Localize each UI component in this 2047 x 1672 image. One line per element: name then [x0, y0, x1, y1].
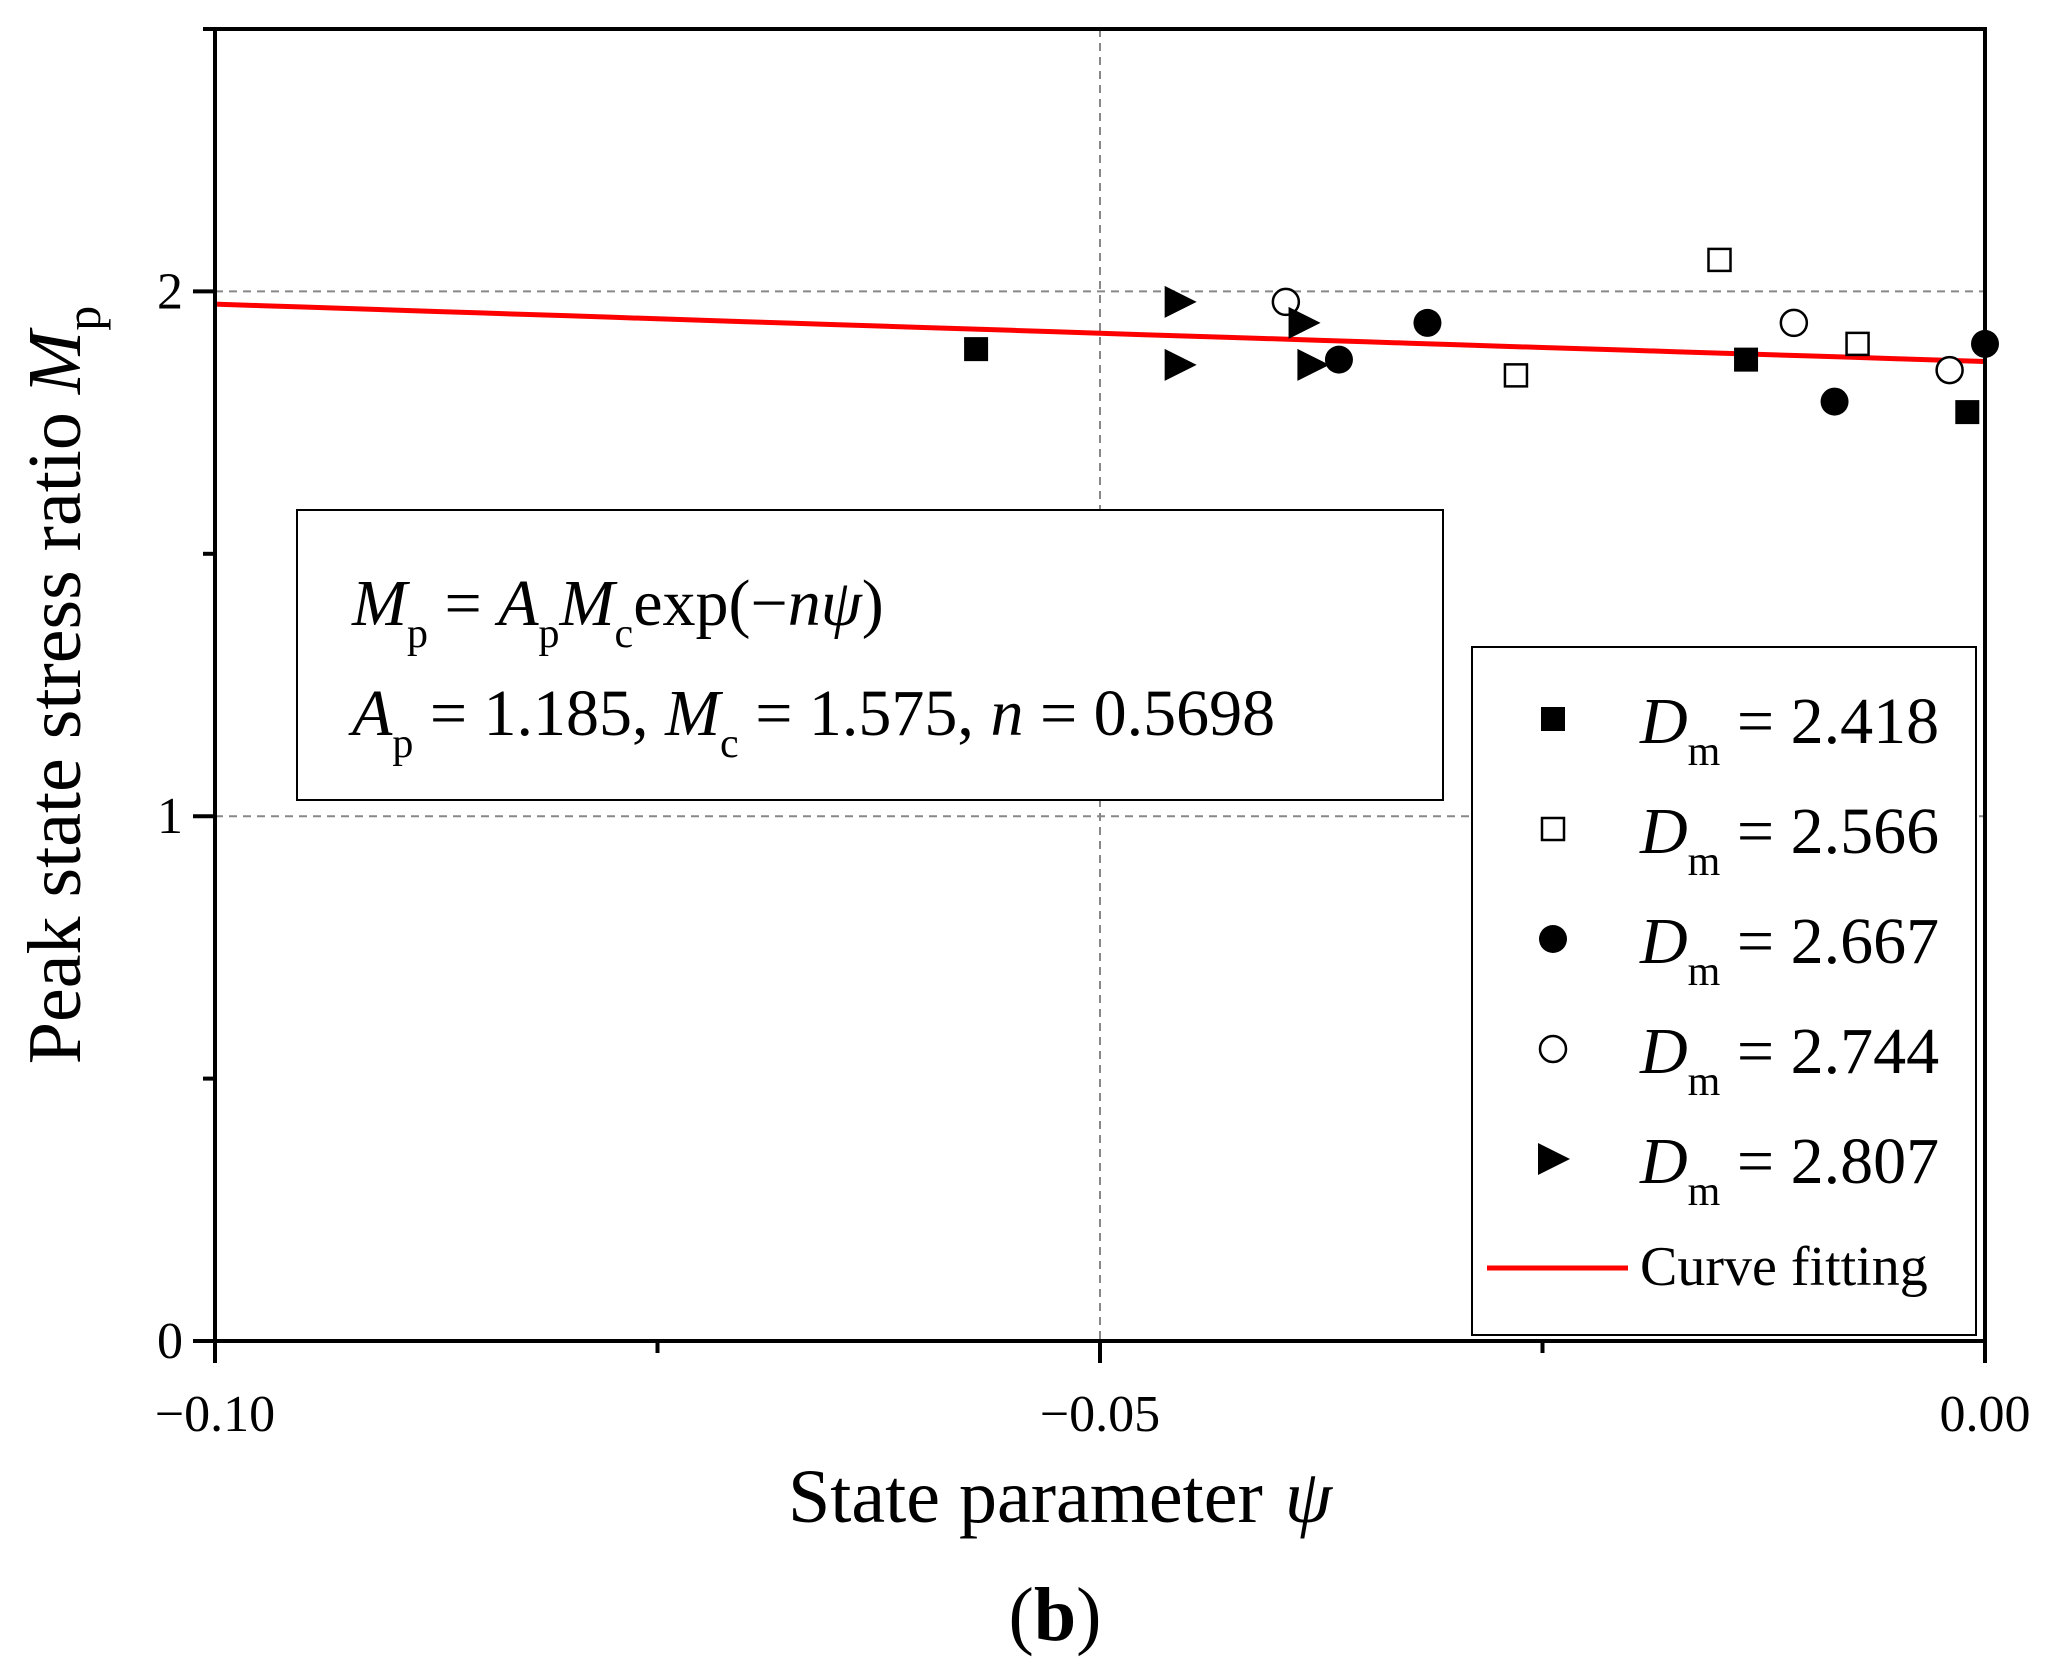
- legend-marker-4: [1538, 1034, 1568, 1064]
- axis-ticks: −0.10 −0.05 0.00 0 1 2: [155, 27, 2031, 1443]
- equation-line-2: Ap = 1.185, Mc = 1.575, n = 0.5698: [348, 677, 1275, 767]
- data-point-series-2: [1503, 363, 1529, 388]
- data-point-series-5: [1288, 306, 1321, 339]
- legend-label-2: Dm = 2.566: [1639, 795, 1939, 885]
- data-point-series-2: [1845, 331, 1870, 357]
- data-point-series-3: [1820, 387, 1849, 416]
- legend-marker-3: [1539, 925, 1567, 953]
- data-point-series-5: [1164, 348, 1197, 381]
- x-tick-label: −0.05: [1040, 1386, 1160, 1443]
- legend-marker-1: [1541, 707, 1565, 731]
- equation-box: Mp = ApMcexp(−nψ) Ap = 1.185, Mc = 1.575…: [296, 509, 1444, 801]
- equation-line-1: Mp = ApMcexp(−nψ): [351, 567, 884, 657]
- data-point-series-4: [1935, 355, 1964, 385]
- x-tick-label: 0.00: [1940, 1386, 2031, 1443]
- data-point-series-4: [1779, 308, 1809, 338]
- fit-curve: [214, 301, 1986, 364]
- legend-label-4: Dm = 2.744: [1639, 1015, 1939, 1105]
- data-point-series-2: [1707, 247, 1732, 273]
- data-points: [964, 247, 1999, 425]
- data-point-series-3: [1324, 345, 1353, 374]
- y-axis-title: Peak state stress ratioMp: [13, 306, 111, 1064]
- legend: Dm = 2.418 Dm = 2.566 Dm = 2.667 Dm = 2.744…: [1471, 646, 1977, 1336]
- legend-label-1: Dm = 2.418: [1639, 685, 1939, 775]
- panel-label: (b): [1009, 1573, 1102, 1657]
- data-point-series-5: [1164, 285, 1197, 318]
- legend-marker-2: [1540, 816, 1566, 842]
- fit-layer: [214, 301, 1986, 364]
- legend-label-5: Dm = 2.807: [1639, 1125, 1939, 1215]
- y-tick-label: 2: [157, 263, 183, 320]
- x-axis-title: State parameter ψ: [788, 1455, 1334, 1539]
- data-point-series-5: [1297, 348, 1330, 381]
- legend-fit-label: Curve fitting: [1640, 1236, 1928, 1298]
- data-point-series-4: [1271, 287, 1301, 317]
- y-tick-label: 0: [157, 1313, 183, 1370]
- data-point-series-1: [1955, 400, 1980, 425]
- legend-marker-5: [1538, 1143, 1570, 1175]
- legend-label-3: Dm = 2.667: [1639, 905, 1939, 995]
- data-point-series-3: [1413, 308, 1442, 337]
- data-point-series-1: [964, 337, 989, 362]
- y-tick-label: 1: [157, 788, 183, 845]
- x-tick-label: −0.10: [155, 1386, 275, 1443]
- data-point-series-1: [1734, 347, 1759, 372]
